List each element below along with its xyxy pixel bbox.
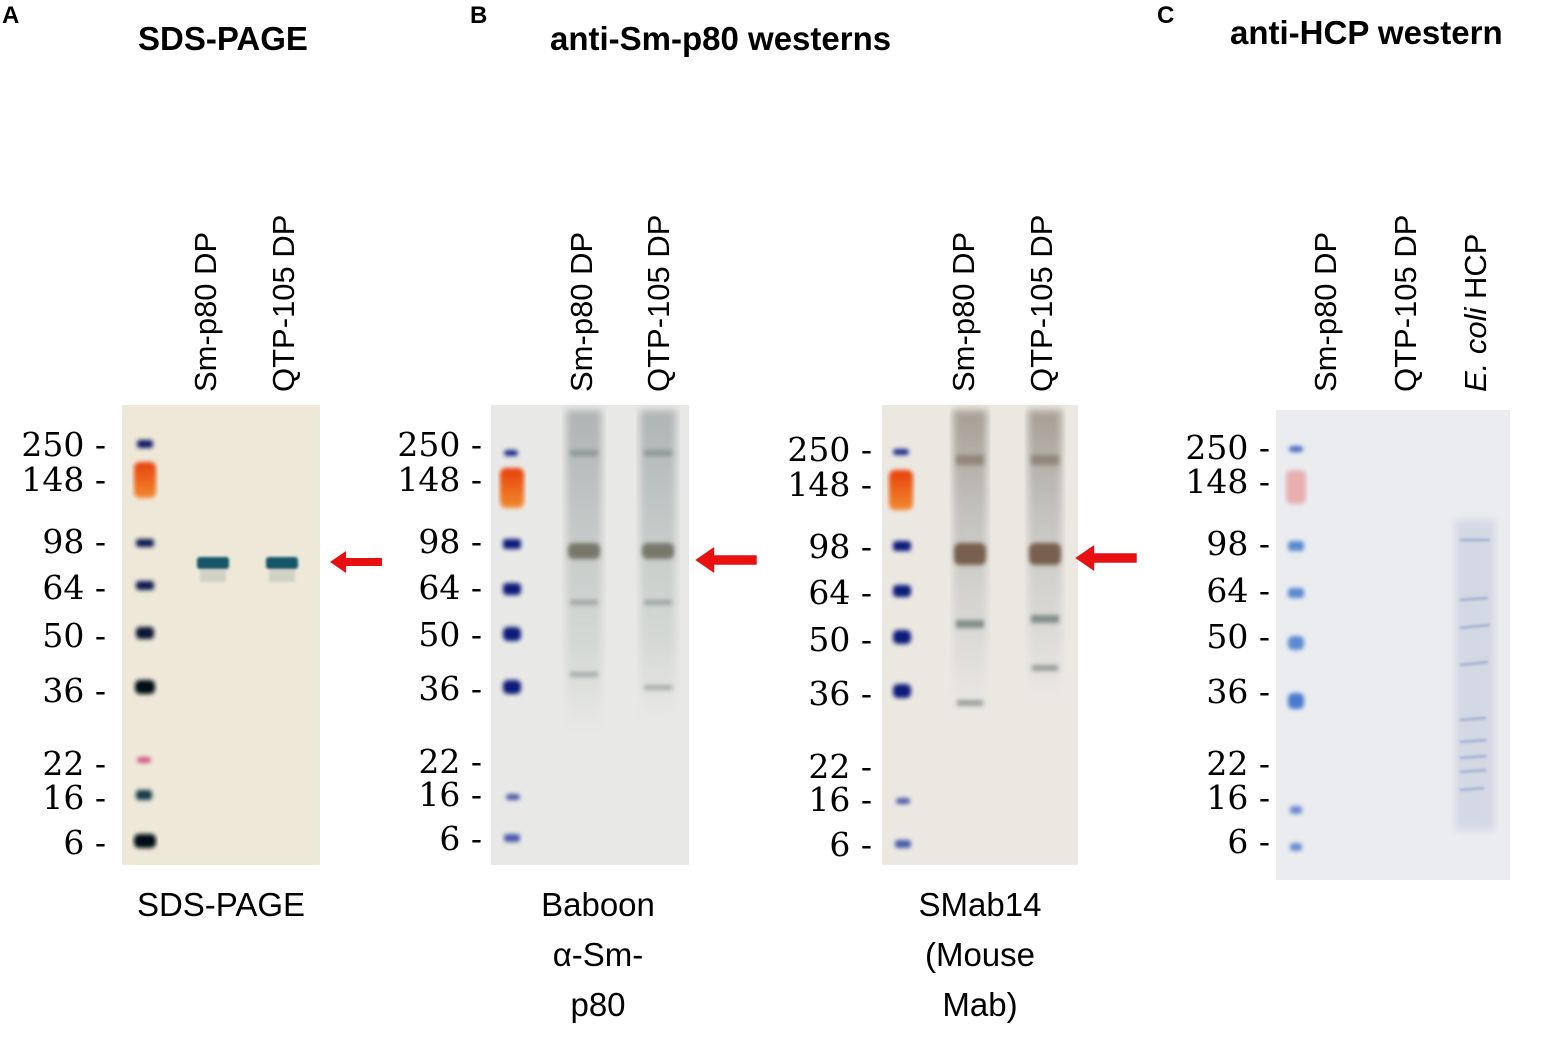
smab14-western-blot	[882, 405, 1078, 865]
lane-label-qtp-105-b2: QTP-105 DP	[1024, 214, 1059, 392]
mw-250: 250 -	[21, 425, 106, 464]
mw-50: 50 -	[42, 616, 106, 655]
lane-label-sm-p80-a: Sm-p80 DP	[188, 231, 223, 392]
caption-baboon-line-3: p80	[570, 986, 626, 1023]
mw-16: 16 -	[808, 780, 872, 819]
mw-64: 64 -	[42, 568, 106, 607]
mw-16: 16 -	[42, 778, 106, 817]
caption-smab14-line-2: (Mouse	[924, 936, 1036, 973]
mw-6: 6 -	[1227, 822, 1270, 861]
mw-148: 148 -	[21, 460, 106, 499]
mw-50: 50 -	[418, 615, 482, 654]
panel-letter-b: B	[470, 2, 488, 29]
caption-baboon-line-2: α-Sm-	[552, 936, 644, 973]
lane-label-qtp-105-a: QTP-105 DP	[266, 214, 301, 392]
mw-22: 22 -	[808, 747, 872, 786]
panel-letter-c: C	[1157, 2, 1175, 29]
red-arrow-icon	[330, 551, 382, 573]
panel-c-title: anti-HCP western	[1230, 14, 1503, 51]
mw-16: 16 -	[418, 775, 482, 814]
panel-a-title: SDS-PAGE	[138, 20, 308, 57]
mw-50: 50 -	[808, 620, 872, 659]
mw-36: 36 -	[418, 669, 482, 708]
caption-smab14: SMab14 (Mouse Mab)	[880, 880, 1080, 1030]
mw-98: 98 -	[808, 527, 872, 566]
red-arrow-icon	[695, 547, 757, 573]
mw-50: 50 -	[1206, 617, 1270, 656]
ecoli-italic: E. coli	[1458, 307, 1493, 392]
mw-36: 36 -	[1206, 672, 1270, 711]
mw-64: 64 -	[418, 568, 482, 607]
mw-36: 36 -	[808, 674, 872, 713]
red-arrow-icon	[1075, 545, 1137, 571]
mw-98: 98 -	[418, 522, 482, 561]
lane-label-qtp-105-b1: QTP-105 DP	[641, 214, 676, 392]
mw-148: 148 -	[787, 465, 872, 504]
caption-sds-page: SDS-PAGE	[136, 886, 306, 923]
panel-b-title: anti-Sm-p80 westerns	[550, 20, 892, 57]
mw-250: 250 -	[787, 430, 872, 469]
mw-22: 22 -	[42, 744, 106, 783]
mw-64: 64 -	[808, 573, 872, 612]
mw-250: 250 -	[1185, 428, 1270, 467]
mw-98: 98 -	[42, 522, 106, 561]
mw-36: 36 -	[42, 671, 106, 710]
panel-letter-a: A	[2, 2, 20, 29]
caption-smab14-line-3: Mab)	[942, 986, 1018, 1023]
mw-250: 250 -	[397, 425, 482, 464]
lane-label-sm-p80-b2: Sm-p80 DP	[946, 231, 981, 392]
mw-22: 22 -	[1206, 744, 1270, 783]
mw-6: 6 -	[439, 819, 482, 858]
lane-label-sm-p80-b1: Sm-p80 DP	[564, 231, 599, 392]
mw-64: 64 -	[1206, 571, 1270, 610]
mw-148: 148 -	[1185, 462, 1270, 501]
mw-6: 6 -	[829, 825, 872, 864]
mw-98: 98 -	[1206, 524, 1270, 563]
lane-label-ecoli-hcp: E. coli HCP	[1458, 233, 1493, 393]
lane-label-sm-p80-c: Sm-p80 DP	[1308, 231, 1343, 392]
caption-smab14-line-1: SMab14	[918, 886, 1042, 923]
mw-22: 22 -	[418, 742, 482, 781]
sds-page-gel	[122, 405, 320, 865]
mw-148: 148 -	[397, 460, 482, 499]
hcp-western-blot	[1276, 410, 1510, 880]
caption-baboon-line-1: Baboon	[541, 886, 655, 923]
baboon-western-blot	[491, 405, 689, 865]
mw-6: 6 -	[63, 823, 106, 862]
ecoli-rest: HCP	[1458, 233, 1493, 308]
lane-label-qtp-105-c: QTP-105 DP	[1388, 214, 1423, 392]
mw-16: 16 -	[1206, 778, 1270, 817]
caption-baboon: Baboon α-Sm- p80	[498, 880, 698, 1030]
